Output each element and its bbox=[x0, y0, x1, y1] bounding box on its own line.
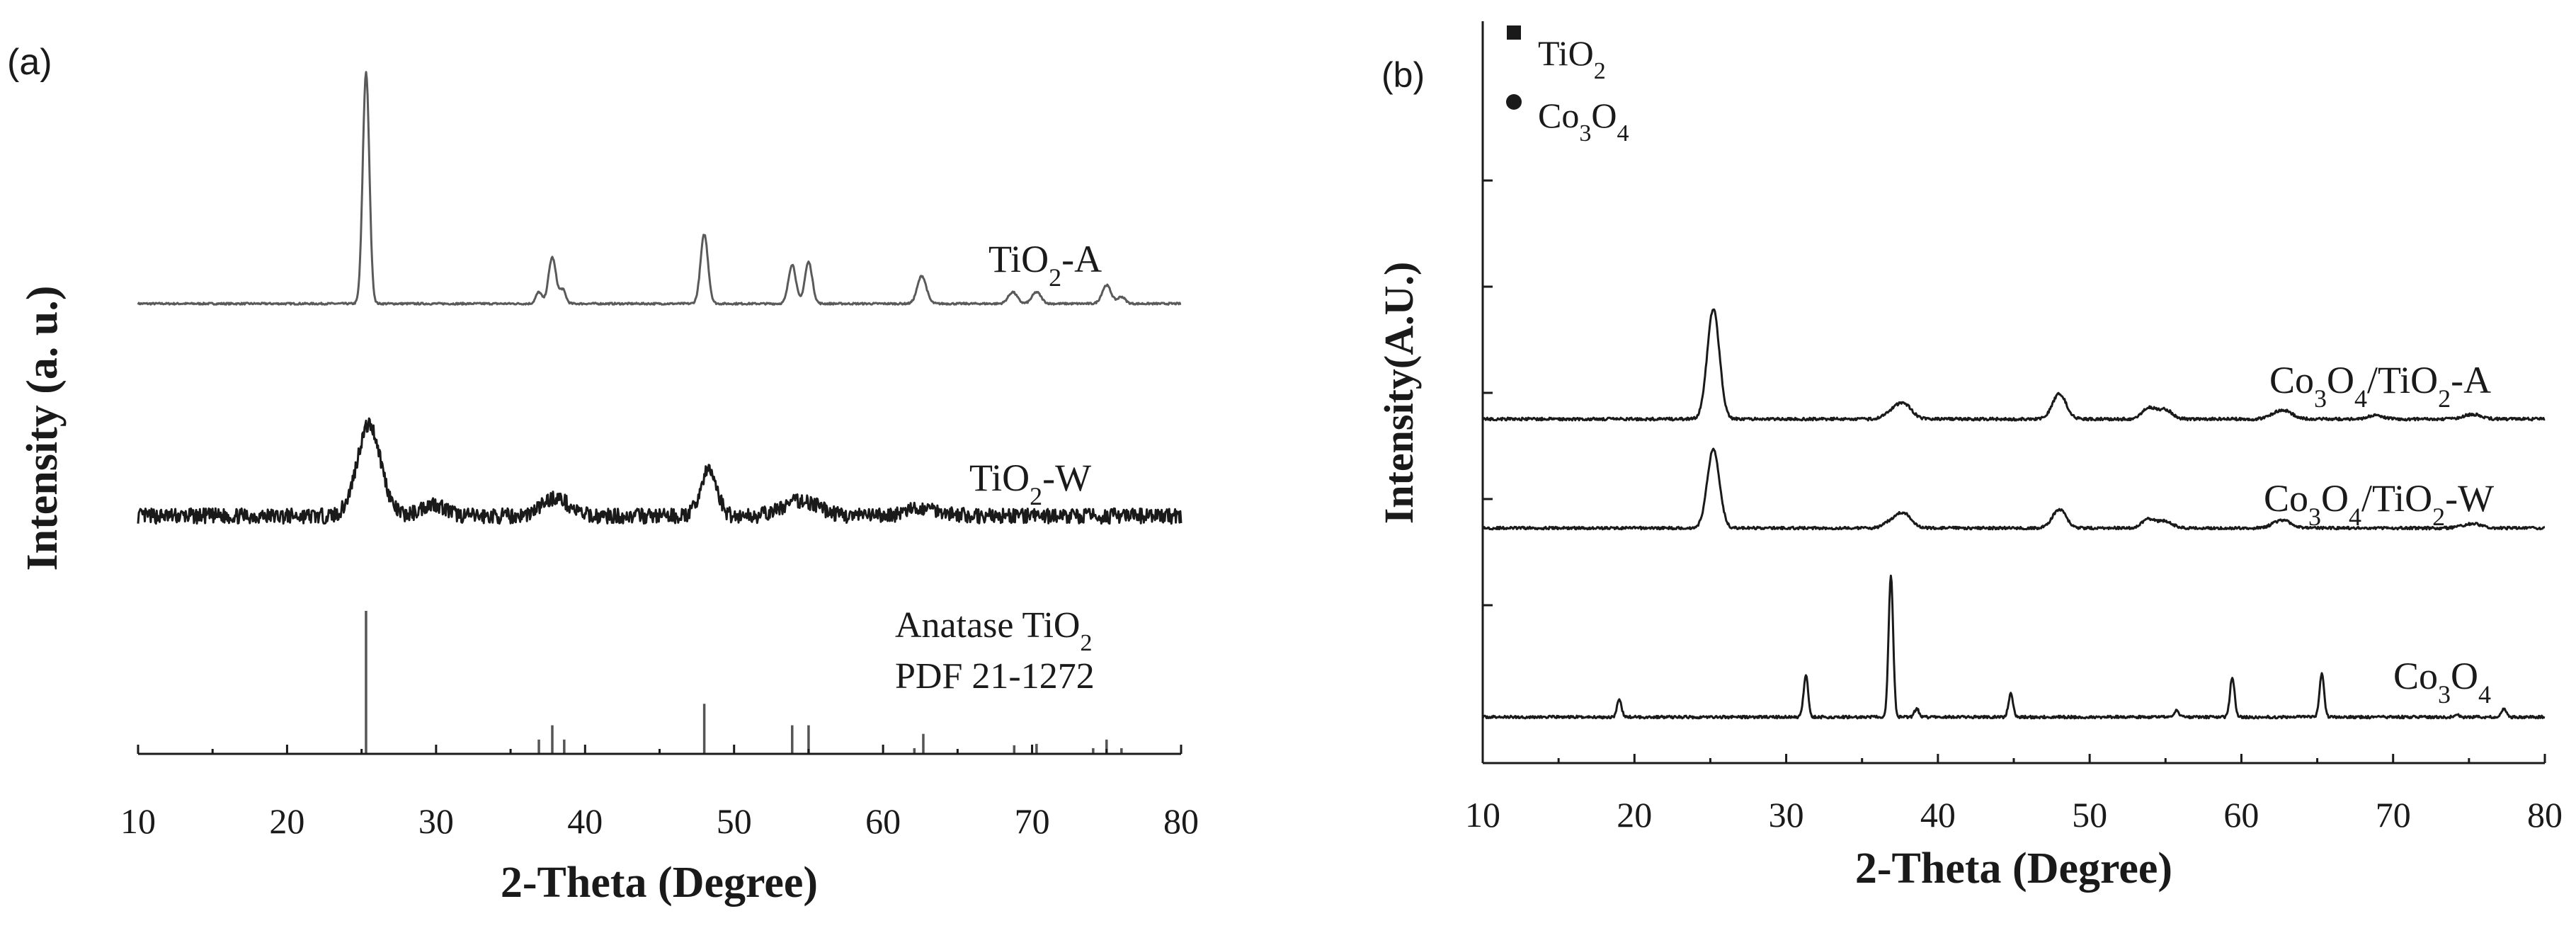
series-label-co3o4: Co3O4 bbox=[2393, 655, 2491, 709]
panel-a-label: (a) bbox=[7, 42, 52, 83]
x-axis-b-tick-label: 20 bbox=[1617, 795, 1652, 835]
x-axis-b-tick-label: 40 bbox=[1920, 795, 1956, 835]
series-tio2-a-line bbox=[137, 71, 1182, 306]
series-co3o4-tio2-w-line bbox=[1481, 447, 2546, 531]
y-axis-title-b: Intensity(A.U.) bbox=[1376, 262, 1422, 525]
series-label-co3o4-tio2-a: Co3O4/TiO2-A bbox=[2269, 359, 2491, 413]
x-axis-a-tick-label: 60 bbox=[865, 801, 901, 841]
x-axis-b-tick-label: 70 bbox=[2376, 795, 2411, 835]
panel-a: (a) 10 20 30 40 50 60 70 80 TiO2-A TiO2-W Anata… bbox=[7, 42, 1199, 907]
x-ticks-a: 10 20 30 40 50 60 70 80 bbox=[120, 745, 1199, 841]
series-label-tio2-w: TiO2-W bbox=[969, 457, 1091, 510]
series-co3o4-line bbox=[1481, 574, 2546, 720]
series-co3o4-tio2-a-line bbox=[1481, 308, 2546, 422]
x-axis-title-a: 2-Theta (Degree) bbox=[501, 859, 818, 907]
series-label-co3o4-tio2-w: Co3O4/TiO2-W bbox=[2264, 477, 2494, 531]
x-axis-b-tick-label: 10 bbox=[1465, 795, 1500, 835]
x-axis-b-tick-label: 50 bbox=[2072, 795, 2107, 835]
x-axis-a-tick-label: 50 bbox=[717, 801, 752, 841]
y-axis-title-a: Intensity (a. u.) bbox=[18, 285, 67, 571]
x-axis-a-tick-label: 40 bbox=[567, 801, 603, 841]
legend-label-tio2: TiO2 bbox=[1538, 33, 1606, 84]
reference-label-line1: Anatase TiO2 bbox=[895, 605, 1092, 656]
x-axis-b-tick-label: 30 bbox=[1769, 795, 1804, 835]
reference-label-line2: PDF 21-1272 bbox=[895, 656, 1095, 697]
x-axis-a-tick-label: 20 bbox=[269, 801, 304, 841]
reference-sticks bbox=[365, 611, 1123, 754]
legend-marker-circle bbox=[1506, 94, 1522, 110]
legend-label-co3o4: Co3O4 bbox=[1538, 96, 1629, 147]
x-axis-b-tick-label: 80 bbox=[2527, 795, 2563, 835]
legend-marker-square bbox=[1507, 25, 1521, 40]
panel-b-label: (b) bbox=[1381, 55, 1425, 95]
x-axis-title-b: 2-Theta (Degree) bbox=[1855, 844, 2172, 893]
series-label-tio2-a: TiO2-A bbox=[988, 238, 1102, 292]
x-ticks-b: 10 20 30 40 50 60 70 80 bbox=[1465, 754, 2563, 835]
x-axis-a-tick-label: 70 bbox=[1015, 801, 1050, 841]
x-axis-a-tick-label: 10 bbox=[120, 801, 156, 841]
x-axis-b-tick-label: 60 bbox=[2223, 795, 2259, 835]
x-axis-a-tick-label: 30 bbox=[418, 801, 454, 841]
panel-b: (b) TiO2 Co3O4 10 20 30 40 50 60 70 80 Co3O4/Ti… bbox=[1376, 21, 2563, 893]
series-tio2-w-line bbox=[137, 417, 1182, 525]
x-axis-a-tick-label: 80 bbox=[1163, 801, 1199, 841]
